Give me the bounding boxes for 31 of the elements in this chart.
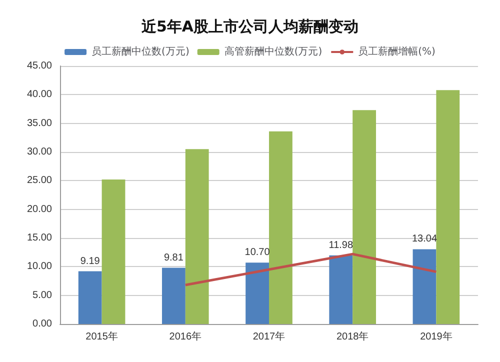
bar — [436, 90, 460, 324]
y-tick-label: 10.00 — [26, 261, 52, 272]
y-tick-label: 45.00 — [26, 60, 52, 72]
bar — [162, 268, 186, 324]
bar — [246, 262, 269, 324]
x-tick-label: 2016年 — [169, 330, 202, 342]
y-tick-label: 0.00 — [32, 318, 52, 330]
bar — [412, 249, 436, 324]
bar — [78, 271, 102, 324]
x-tick-label: 2018年 — [336, 330, 369, 342]
bar — [329, 255, 353, 324]
y-tick-label: 30.00 — [26, 146, 52, 158]
y-tick-label: 25.00 — [26, 175, 52, 186]
y-tick-label: 15.00 — [26, 232, 52, 244]
bar — [269, 131, 292, 324]
y-tick-label: 20.00 — [26, 204, 52, 215]
y-tick-label: 5.00 — [32, 290, 52, 301]
legend-label: 高管薪酬中位数(万元) — [224, 46, 322, 58]
y-tick-label: 35.00 — [26, 118, 52, 129]
data-label: 9.81 — [164, 252, 184, 264]
legend-label: 员工薪酬中位数(万元) — [92, 46, 190, 58]
bar — [352, 110, 376, 324]
x-tick-label: 2015年 — [86, 330, 118, 342]
bar — [102, 180, 126, 324]
y-tick-label: 40.00 — [26, 89, 52, 100]
x-tick-label: 2019年 — [420, 330, 452, 342]
legend-label: 员工薪酬增幅(%) — [358, 46, 436, 58]
x-tick-label: 2017年 — [252, 330, 286, 342]
chart-title: 近5年A股上市公司人均薪酬变动 — [140, 18, 359, 36]
data-label: 9.19 — [80, 256, 100, 267]
bar — [185, 149, 209, 324]
